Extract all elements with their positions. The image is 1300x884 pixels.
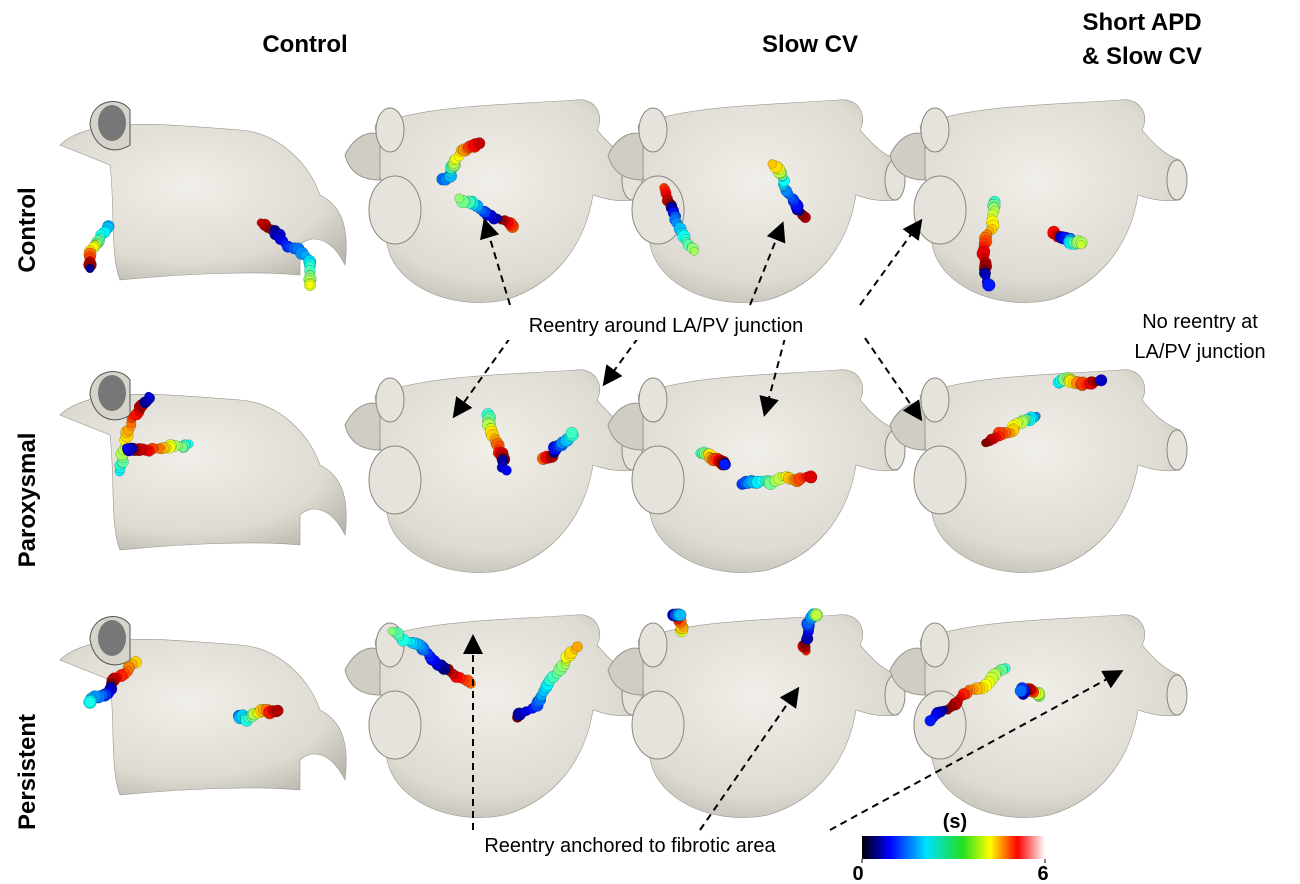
annotation: LA/PV junction bbox=[1134, 341, 1265, 363]
atrium-surface bbox=[608, 615, 905, 818]
atrium-surface bbox=[345, 370, 642, 573]
trajectory-dot bbox=[806, 472, 817, 483]
trajectory-dot bbox=[306, 281, 314, 289]
trajectory-dot bbox=[981, 439, 989, 447]
row-label: Paroxysmal bbox=[14, 433, 41, 568]
trajectory-dot bbox=[572, 641, 582, 651]
cell-grid bbox=[60, 100, 1187, 818]
atrium-render bbox=[345, 370, 642, 573]
trajectory-dot bbox=[502, 465, 512, 475]
trajectory-dot bbox=[768, 159, 777, 168]
annotation: Reentry around LA/PV junction bbox=[529, 315, 804, 337]
trajectory-dot bbox=[719, 459, 730, 470]
atrium-render bbox=[608, 609, 905, 818]
trajectory-dot bbox=[145, 392, 153, 400]
figure: Control Slow CV Short APD & Slow CV Cont… bbox=[0, 0, 1300, 884]
annotation: Reentry anchored to fibrotic area bbox=[484, 835, 776, 857]
atrium-render bbox=[60, 617, 346, 795]
trajectory-dot bbox=[811, 610, 821, 620]
column-header: Slow CV bbox=[762, 31, 858, 58]
colorbar-tick-label: 6 bbox=[1037, 863, 1048, 884]
atrium-surface bbox=[890, 100, 1187, 303]
trajectory-dot bbox=[1077, 240, 1086, 249]
atrium-render bbox=[890, 615, 1187, 818]
trajectory-dot bbox=[122, 444, 131, 453]
trajectory-dot bbox=[272, 705, 283, 716]
trajectory-dot bbox=[675, 609, 686, 620]
atrium-surface bbox=[608, 370, 905, 573]
atrium-render bbox=[60, 372, 346, 550]
trajectory-dot bbox=[85, 697, 96, 708]
atrium-render bbox=[890, 100, 1187, 303]
atrium-surface bbox=[890, 370, 1187, 573]
atrium-render bbox=[608, 100, 905, 303]
trajectory-dot bbox=[455, 194, 464, 203]
trajectory-dot bbox=[86, 264, 95, 273]
atrium-render bbox=[345, 100, 642, 303]
colorbar-label: (s) bbox=[943, 811, 967, 833]
atrium-surface bbox=[345, 615, 642, 818]
colorbar-tick-label: 0 bbox=[852, 863, 863, 884]
column-header: Control bbox=[262, 31, 347, 58]
trajectory-dot bbox=[566, 427, 578, 439]
trajectory-dot bbox=[983, 279, 996, 292]
trajectory-dot bbox=[690, 247, 698, 255]
atrium-render bbox=[345, 615, 642, 818]
colorbar: (s) 0 6 bbox=[852, 811, 1048, 884]
atrium-surface bbox=[60, 617, 346, 795]
annotation: No reentry at bbox=[1142, 311, 1258, 333]
trajectory-dot bbox=[1095, 374, 1107, 386]
row-label: Control bbox=[14, 187, 41, 272]
trajectory-dot bbox=[1015, 685, 1027, 697]
colorbar-gradient bbox=[862, 836, 1045, 859]
column-header: Short APD bbox=[1082, 9, 1201, 36]
row-label: Persistent bbox=[14, 714, 41, 830]
atrium-surface bbox=[608, 100, 905, 303]
column-header: & Slow CV bbox=[1082, 43, 1202, 70]
atrium-surface bbox=[60, 372, 346, 550]
trajectory-dot bbox=[925, 715, 936, 726]
trajectory-dot bbox=[388, 627, 396, 635]
atrium-surface bbox=[345, 100, 642, 303]
atrium-render bbox=[890, 370, 1187, 573]
atrium-render bbox=[60, 102, 346, 291]
trajectory-dot bbox=[474, 138, 486, 150]
atrium-render bbox=[608, 370, 905, 573]
